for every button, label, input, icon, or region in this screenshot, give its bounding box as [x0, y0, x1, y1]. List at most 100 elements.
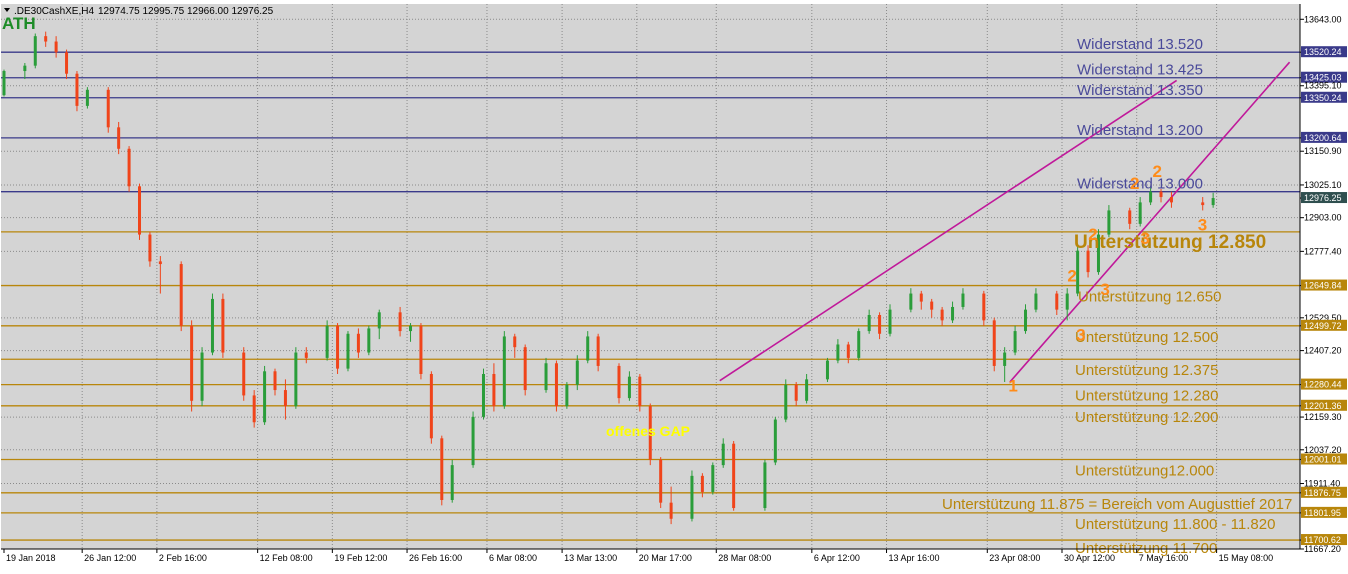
x-tick-label: 26 Jan 12:00 — [84, 553, 136, 563]
candle — [367, 326, 370, 355]
candle — [242, 347, 245, 401]
wave-count-label: 3 — [1076, 325, 1085, 344]
candle-body — [65, 52, 68, 73]
candle-body — [930, 302, 933, 310]
x-tick-label: 30 Apr 12:00 — [1064, 553, 1115, 563]
candle — [763, 460, 766, 511]
candle-body — [920, 294, 923, 302]
support-label: Unterstützung 12.200 — [1075, 409, 1218, 426]
candle-body — [763, 462, 766, 508]
candle — [430, 371, 433, 443]
candle-body — [378, 312, 381, 328]
candle-body — [1055, 294, 1058, 310]
candle — [419, 323, 422, 379]
candle-body — [513, 336, 516, 347]
candle-body — [503, 336, 506, 406]
candle-body — [305, 353, 308, 358]
candle-body — [1149, 192, 1152, 203]
candle — [503, 331, 506, 409]
y-tick-label: 13395.10 — [1304, 81, 1342, 91]
candle-body — [784, 385, 787, 420]
candle-body — [23, 66, 26, 71]
candle — [857, 328, 860, 360]
x-tick-label: 13 Mar 13:00 — [564, 553, 617, 563]
candle — [263, 366, 266, 425]
candle-body — [117, 127, 120, 148]
chart-header: .DE30CashXE,H4 12974.75 12995.75 12966.0… — [4, 6, 274, 17]
candle-body — [857, 331, 860, 358]
candle — [993, 318, 996, 372]
candle-body — [576, 361, 579, 385]
x-tick-label: 2 Feb 16:00 — [159, 553, 207, 563]
wave-count-label: 3 — [1140, 229, 1149, 248]
y-tick-label: 13643.00 — [1304, 14, 1342, 24]
wave-count-label: 3 — [1198, 216, 1207, 235]
candle-body — [294, 353, 297, 407]
candle-body — [430, 374, 433, 438]
support-label: Unterstützung 12.375 — [1075, 362, 1218, 379]
wave-count-label: 2 — [1088, 225, 1097, 244]
candle-body — [1014, 331, 1017, 352]
candle-body — [1139, 202, 1142, 223]
candle-body — [326, 326, 329, 358]
candle-body — [836, 344, 839, 360]
candle-body — [1003, 353, 1006, 366]
candle-body — [951, 307, 954, 320]
support-label: Unterstützung 12.500 — [1075, 329, 1218, 346]
resistance-label: Widerstand 13.200 — [1077, 122, 1203, 139]
ath-label: ATH — [2, 14, 36, 33]
y-tick-label: 12201.36 — [1304, 401, 1342, 411]
y-tick-label: 12649.84 — [1304, 281, 1342, 291]
candle — [555, 361, 558, 412]
candle — [638, 374, 641, 412]
x-tick-label: 19 Jan 2018 — [6, 553, 56, 563]
candle-body — [190, 326, 193, 401]
candle-body — [346, 334, 349, 369]
candle — [221, 294, 224, 358]
support-label: Unterstützung 12.850 — [1074, 232, 1266, 253]
y-tick-label: 11876.75 — [1304, 488, 1341, 498]
candle-body — [159, 261, 162, 264]
candle-body — [482, 374, 485, 417]
candle — [565, 382, 568, 409]
candle — [472, 412, 475, 468]
candle-body — [180, 264, 183, 326]
candle — [3, 70, 6, 97]
candle — [75, 71, 78, 111]
candle-body — [795, 385, 798, 401]
candle-body — [201, 353, 204, 401]
support-label: Unterstützung 11.875 = Bereich vom Augus… — [942, 496, 1292, 513]
candle-body — [492, 374, 495, 406]
y-tick-label: 13520.24 — [1304, 47, 1342, 57]
x-tick-label: 6 Mar 08:00 — [489, 553, 537, 563]
candle — [211, 294, 214, 356]
candle — [711, 462, 714, 494]
candle — [524, 344, 527, 395]
candle-body — [1066, 294, 1069, 310]
candle-body — [774, 420, 777, 463]
candle-body — [565, 385, 568, 406]
candle-body — [1034, 294, 1037, 310]
candle-body — [878, 315, 881, 334]
y-tick-label: 12037.20 — [1304, 445, 1342, 455]
y-tick-label: 12280.44 — [1304, 380, 1342, 390]
x-tick-label: 15 May 08:00 — [1219, 553, 1274, 563]
y-tick-label: 12001.01 — [1304, 455, 1342, 465]
candle-body — [253, 395, 256, 422]
candle — [201, 347, 204, 406]
candle — [253, 390, 256, 428]
candle-body — [138, 186, 141, 234]
candle-body — [263, 371, 266, 422]
candle-body — [961, 294, 964, 307]
resistance-label: Widerstand 13.425 — [1077, 62, 1203, 79]
support-label: Unterstützung 11.800 - 11.820 — [1075, 516, 1275, 533]
candle-body — [107, 90, 110, 128]
candle-body — [440, 438, 443, 500]
ohlc-values: 12974.75 12995.75 12966.00 12976.25 — [98, 6, 274, 17]
wave-count-label: 2 — [1067, 266, 1076, 285]
x-tick-label: 23 Apr 08:00 — [989, 553, 1040, 563]
candle — [138, 184, 141, 240]
candle — [451, 460, 454, 503]
